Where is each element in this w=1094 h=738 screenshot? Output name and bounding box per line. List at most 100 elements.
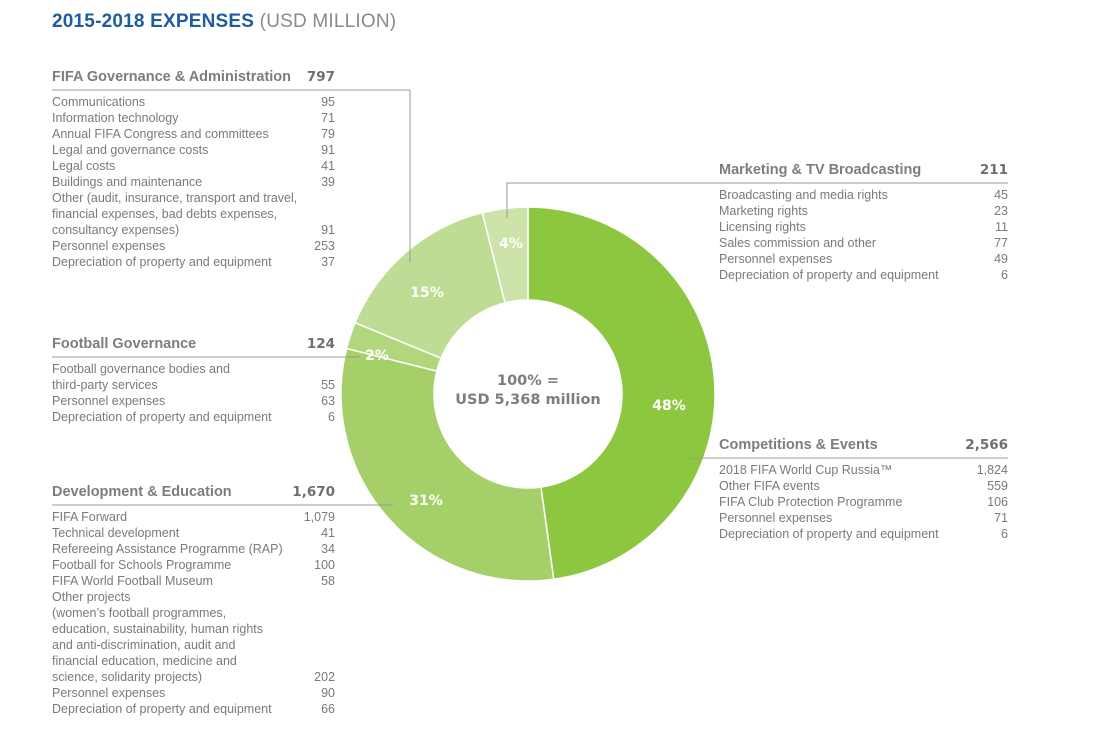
line-item-value: 6 <box>328 410 335 424</box>
line-item-label: FIFA Forward <box>52 510 128 524</box>
line-item-value: 66 <box>321 702 335 716</box>
line-item-value: 55 <box>321 378 335 392</box>
line-item-value: 91 <box>321 223 335 237</box>
line-item-label: Broadcasting and media rights <box>719 188 888 202</box>
line-item-label: Legal costs <box>52 159 116 173</box>
line-item-value: 37 <box>321 255 335 269</box>
line-item: Broadcasting and media rights 45 <box>719 187 1008 203</box>
line-item: Licensing rights 11 <box>719 219 1008 235</box>
line-item-value: 106 <box>987 495 1008 509</box>
line-item: Depreciation of property and equipment 6 <box>52 409 335 425</box>
line-item: Technical development 41 <box>52 525 335 541</box>
line-item: FIFA Club Protection Programme 106 <box>719 494 1008 510</box>
line-item-label: Buildings and maintenance <box>52 175 203 189</box>
line-item: Personnel expenses 90 <box>52 685 335 701</box>
line-item-value: 77 <box>994 236 1008 250</box>
line-item-value: 71 <box>321 111 335 125</box>
line-item-value: 559 <box>987 479 1008 493</box>
line-item: Communications 95 <box>52 94 335 110</box>
line-item: Personnel expenses 71 <box>719 510 1008 526</box>
category-block: Development & Education 1,670 FIFA Forward… <box>52 484 335 717</box>
line-item: Personnel expenses 49 <box>719 251 1008 267</box>
line-item-value: 202 <box>314 670 335 684</box>
category-total: 2,566 <box>965 437 1008 453</box>
line-item-label: Marketing rights <box>719 204 808 218</box>
connector-line <box>506 182 1008 218</box>
line-item: Other FIFA events 559 <box>719 478 1008 494</box>
line-item-value: 100 <box>314 558 335 572</box>
slice-pct-label: 4% <box>499 236 523 252</box>
line-item-label: Personnel expenses <box>719 511 833 525</box>
line-item-value: 1,079 <box>303 510 335 524</box>
category-total: 1,670 <box>292 484 335 500</box>
line-item-value: 45 <box>994 188 1008 202</box>
line-item: FIFA World Football Museum 58 <box>52 573 335 589</box>
slice-pct-label: 48% <box>652 398 686 414</box>
line-item-value: 41 <box>321 526 335 540</box>
line-item-value: 79 <box>321 127 335 141</box>
category-header: Football Governance 124 <box>52 336 335 355</box>
category-title: Football Governance <box>52 336 197 352</box>
line-item-label: Personnel expenses <box>52 686 166 700</box>
donut-slice-5 <box>481 206 529 304</box>
line-item: Depreciation of property and equipment 6 <box>719 267 1008 283</box>
line-item-value: 34 <box>321 542 335 556</box>
line-item: Depreciation of property and equipment 37 <box>52 254 335 270</box>
line-item: Sales commission and other 77 <box>719 235 1008 251</box>
donut-slice-4 <box>354 211 506 360</box>
category-title: Development & Education <box>52 484 232 500</box>
donut-slice-2 <box>340 347 555 582</box>
line-item-label: Annual FIFA Congress and committees <box>52 127 269 141</box>
line-item: Depreciation of property and equipment 6 <box>719 526 1008 542</box>
line-item-label: Technical development <box>52 526 180 540</box>
category-title: FIFA Governance & Administration <box>52 69 292 85</box>
line-item-label: 2018 FIFA World Cup Russia™ <box>719 463 893 477</box>
line-item-value: 6 <box>1001 268 1008 282</box>
category-header: FIFA Governance & Administration 797 <box>52 69 335 88</box>
line-item-value: 95 <box>321 95 335 109</box>
line-item-label: Depreciation of property and equipment <box>719 268 939 282</box>
category-total: 797 <box>306 69 335 85</box>
line-item-label: Other (audit, insurance, transport and t… <box>52 191 298 237</box>
line-item: Other (audit, insurance, transport and t… <box>52 190 335 238</box>
category-title: Marketing & TV Broadcasting <box>719 162 922 178</box>
line-item: Personnel expenses 253 <box>52 238 335 254</box>
line-item-value: 1,824 <box>976 463 1008 477</box>
line-item-label: Depreciation of property and equipment <box>52 255 272 269</box>
category-block: Marketing & TV Broadcasting 211 Broadcasti… <box>719 162 1008 283</box>
center-label: 100% = <box>497 373 559 389</box>
line-item-value: 6 <box>1001 527 1008 541</box>
line-item-value: 63 <box>321 394 335 408</box>
category-total: 124 <box>306 336 335 352</box>
line-item-label: Depreciation of property and equipment <box>52 702 272 716</box>
line-item: Buildings and maintenance 39 <box>52 174 335 190</box>
line-item-label: Licensing rights <box>719 220 806 234</box>
line-item-label: FIFA Club Protection Programme <box>719 495 903 509</box>
category-title: Competitions & Events <box>719 437 878 453</box>
line-item-label: Football governance bodies and third-par… <box>52 362 230 392</box>
category-header: Competitions & Events 2,566 <box>719 437 1008 456</box>
line-item-value: 41 <box>321 159 335 173</box>
line-item-value: 23 <box>994 204 1008 218</box>
line-item-label: Personnel expenses <box>52 394 166 408</box>
line-item-label: Other FIFA events <box>719 479 820 493</box>
line-item: Marketing rights 23 <box>719 203 1008 219</box>
line-item-label: Communications <box>52 95 146 109</box>
line-item: Personnel expenses 63 <box>52 393 335 409</box>
line-item: Football governance bodies and third-par… <box>52 361 335 393</box>
chart-title: 2015-2018 EXPENSES (USD MILLION) <box>52 11 396 33</box>
line-item-value: 58 <box>321 574 335 588</box>
category-block: Football Governance 124 Football governanc… <box>52 336 335 425</box>
line-item: Legal and governance costs 91 <box>52 142 335 158</box>
slice-pct-label: 2% <box>365 348 389 364</box>
line-item: Information technology 71 <box>52 110 335 126</box>
line-item-label: Sales commission and other <box>719 236 877 250</box>
line-item-value: 90 <box>321 686 335 700</box>
line-item-value: 49 <box>994 252 1008 266</box>
connector-line <box>52 89 411 262</box>
line-item: Refereeing Assistance Programme (RAP) 34 <box>52 541 335 557</box>
category-header: Development & Education 1,670 <box>52 484 335 503</box>
line-item-label: Personnel expenses <box>719 252 833 266</box>
line-item-value: 39 <box>321 175 335 189</box>
